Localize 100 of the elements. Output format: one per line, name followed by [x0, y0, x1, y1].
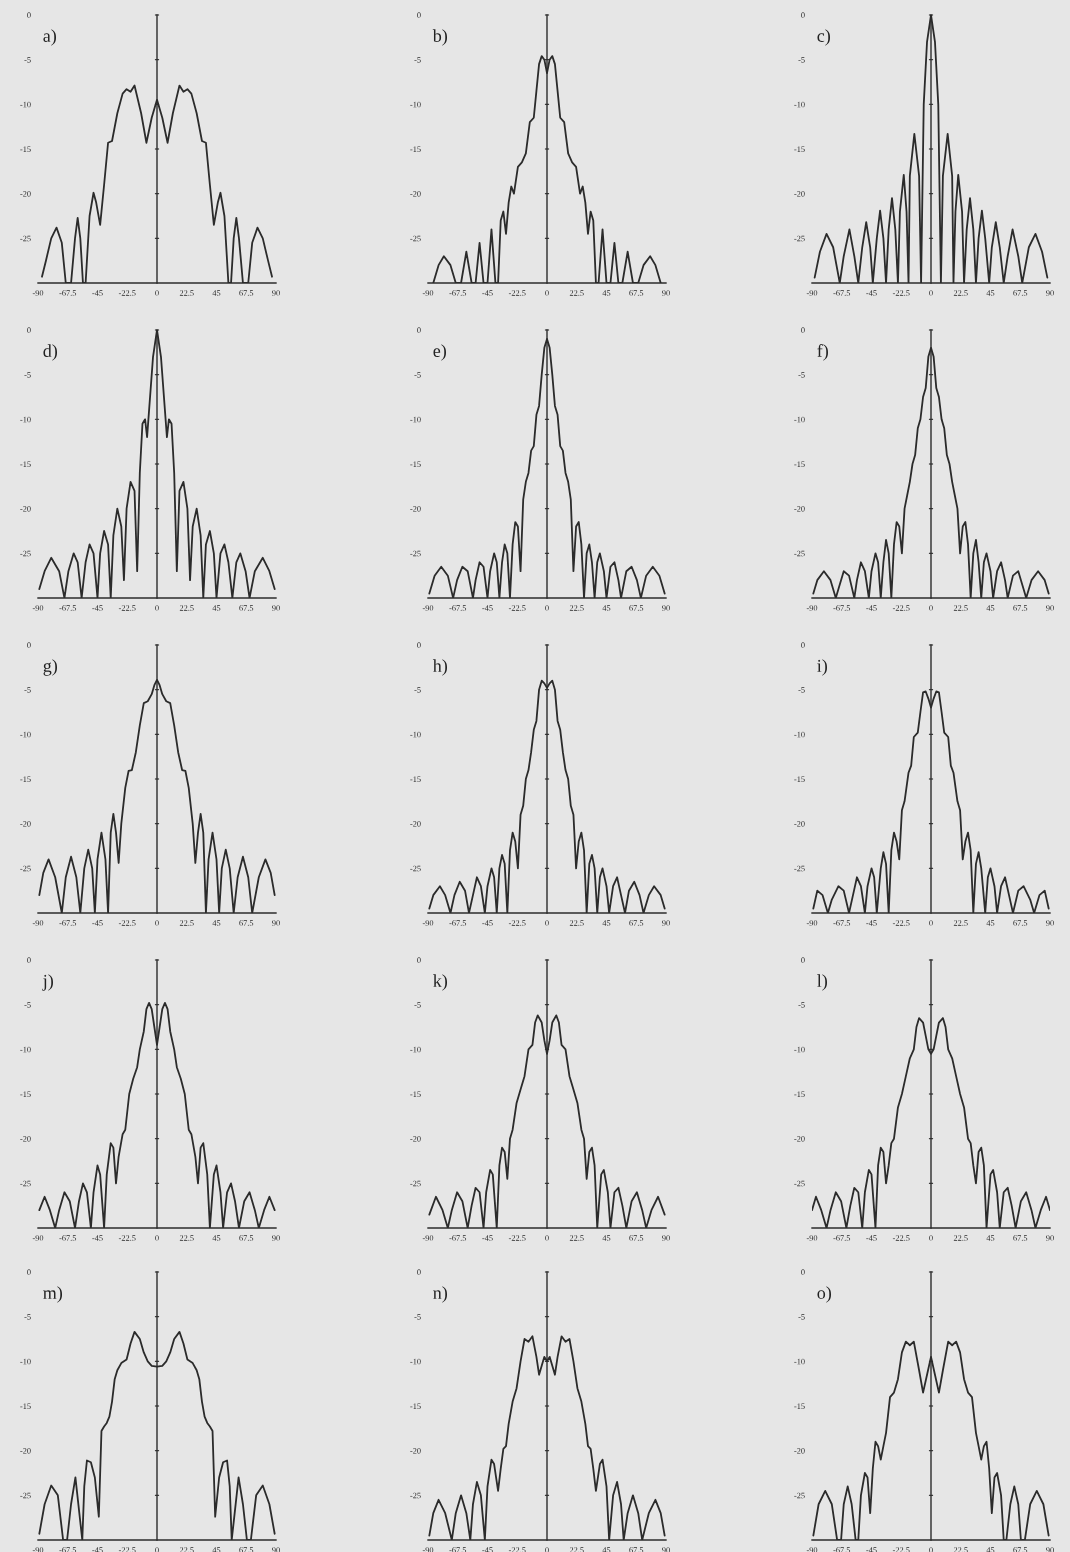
x-tick-label: -90 — [422, 290, 434, 296]
x-tick-label: -22.5 — [508, 605, 526, 611]
text: o) — [817, 1286, 832, 1303]
y-tick-label: -5 — [798, 687, 805, 693]
x-tick-label: 90 — [662, 1235, 670, 1241]
y-tick-label: -25 — [410, 1492, 421, 1499]
y-tick-label: 0 — [27, 12, 31, 18]
x-tick-label: -67.5 — [59, 920, 77, 926]
text: m) — [43, 1286, 63, 1303]
y-tick-label: -15 — [410, 146, 421, 152]
y-tick-label: 0 — [417, 1269, 421, 1275]
x-tick-label: 45 — [602, 920, 611, 926]
x-tick-label: 67.5 — [239, 1235, 254, 1241]
y-tick-label: 0 — [801, 12, 805, 18]
x-tick-label: 45 — [212, 290, 221, 296]
y-tick-label: -25 — [410, 865, 421, 872]
x-tick-label: 90 — [1046, 605, 1054, 611]
x-tick-label: 90 — [1046, 1235, 1054, 1241]
y-tick-label: -25 — [20, 235, 31, 242]
text: a) — [43, 29, 56, 46]
x-tick-label: -67.5 — [833, 1547, 851, 1552]
x-tick-label: -22.5 — [118, 1235, 136, 1241]
x-tick-label: 45 — [986, 605, 995, 611]
x-tick-label: -22.5 — [892, 1547, 910, 1552]
y-tick-label: -25 — [20, 550, 31, 557]
x-tick-label: 67.5 — [629, 605, 644, 611]
x-tick-label: 67.5 — [629, 1235, 644, 1241]
text: e) — [433, 344, 446, 361]
y-tick-label: -10 — [410, 1358, 421, 1365]
x-tick-label: 90 — [662, 290, 670, 296]
y-tick-label: -20 — [410, 1136, 421, 1142]
text: d) — [43, 344, 58, 361]
x-tick-label: 22.5 — [953, 920, 968, 926]
x-tick-label: -45 — [92, 920, 103, 926]
x-tick-label: 22.5 — [179, 605, 194, 611]
y-tick-label: -25 — [410, 1180, 421, 1187]
x-tick-label: 22.5 — [569, 605, 584, 611]
x-tick-label: -90 — [806, 605, 818, 611]
x-tick-label: 0 — [155, 1235, 159, 1241]
x-tick-label: 0 — [545, 1235, 549, 1241]
y-tick-label: -10 — [20, 101, 31, 108]
x-tick-label: 90 — [272, 920, 280, 926]
x-tick-label: 45 — [212, 920, 221, 926]
x-tick-label: 67.5 — [239, 1547, 254, 1552]
y-tick-label: -5 — [24, 57, 31, 63]
x-tick-label: -45 — [866, 290, 877, 296]
x-tick-label: 22.5 — [179, 1547, 194, 1552]
x-tick-label: 0 — [545, 605, 549, 611]
y-tick-label: -5 — [24, 687, 31, 693]
y-tick-label: -15 — [20, 461, 31, 467]
x-tick-label: -22.5 — [892, 290, 910, 296]
y-tick-label: -25 — [20, 1492, 31, 1499]
x-tick-label: -45 — [92, 605, 103, 611]
x-tick-label: -22.5 — [508, 920, 526, 926]
x-tick-label: 67.5 — [629, 920, 644, 926]
x-tick-label: 0 — [929, 920, 933, 926]
x-tick-label: -45 — [866, 1547, 877, 1552]
x-tick-label: -67.5 — [59, 605, 77, 611]
y-tick-label: -20 — [410, 1448, 421, 1454]
x-tick-label: 90 — [272, 290, 280, 296]
x-tick-label: 67.5 — [1013, 290, 1028, 296]
x-tick-label: -22.5 — [118, 1547, 136, 1552]
y-tick-label: -25 — [794, 1180, 805, 1187]
y-tick-label: -20 — [20, 1136, 31, 1142]
x-tick-label: 90 — [662, 605, 670, 611]
x-tick-label: 67.5 — [1013, 605, 1028, 611]
x-tick-label: 90 — [272, 1547, 280, 1552]
y-tick-label: -5 — [414, 1002, 421, 1008]
y-tick-label: -10 — [794, 731, 805, 738]
y-tick-label: -20 — [20, 191, 31, 197]
y-tick-label: -20 — [410, 506, 421, 512]
x-tick-label: 67.5 — [629, 1547, 644, 1552]
text: c) — [817, 29, 830, 46]
x-tick-label: -45 — [92, 290, 103, 296]
y-tick-label: -15 — [794, 461, 805, 467]
y-tick-label: -20 — [410, 191, 421, 197]
x-tick-label: -22.5 — [118, 290, 136, 296]
y-tick-label: -10 — [794, 1358, 805, 1365]
x-tick-label: -45 — [866, 605, 877, 611]
y-tick-label: -20 — [410, 821, 421, 827]
x-tick-label: -90 — [806, 1547, 818, 1552]
text: l) — [817, 974, 827, 991]
x-tick-label: -90 — [32, 290, 44, 296]
x-tick-label: -45 — [482, 1547, 493, 1552]
y-tick-label: -20 — [20, 821, 31, 827]
y-tick-label: -10 — [20, 731, 31, 738]
x-tick-label: 67.5 — [239, 605, 254, 611]
x-tick-label: -22.5 — [118, 920, 136, 926]
y-tick-label: -15 — [794, 146, 805, 152]
x-tick-label: 0 — [929, 1547, 933, 1552]
y-tick-label: -15 — [20, 146, 31, 152]
x-tick-label: -45 — [866, 1235, 877, 1241]
x-tick-label: 67.5 — [629, 290, 644, 296]
x-tick-label: -67.5 — [449, 290, 467, 296]
text: k) — [433, 974, 448, 991]
y-tick-label: -25 — [794, 550, 805, 557]
x-tick-label: -45 — [92, 1547, 103, 1552]
y-tick-label: -5 — [414, 687, 421, 693]
y-tick-label: 0 — [417, 957, 421, 963]
y-tick-label: -5 — [414, 1314, 421, 1320]
